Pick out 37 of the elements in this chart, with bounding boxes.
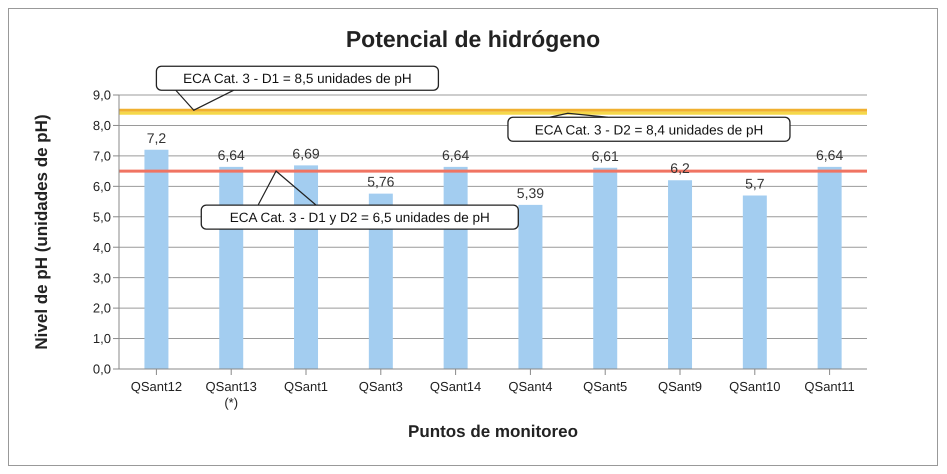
data-label: 6,64 [218,146,246,163]
ref-line-label: ECA Cat. 3 - D2 = 8,4 unidades de pH [534,122,764,138]
y-tick-label: 2,0 [92,300,111,316]
callout: ECA Cat. 3 - D2 = 8,4 unidades de pH [507,112,791,142]
x-tick-label: QSant3 [358,379,403,394]
data-label: 5,39 [516,184,544,201]
callout: ECA Cat. 3 - D1 = 8,5 unidades de pH [156,66,440,111]
y-tick-label: 8,0 [92,118,111,134]
data-label: 6,61 [592,148,620,164]
x-tick-label: QSant12 [130,379,182,394]
x-axis-title: Puntos de monitoreo [408,422,578,441]
chart-title: Potencial de hidrógeno [346,26,600,52]
y-tick-label: 1,0 [92,331,111,346]
y-tick-label: 3,0 [92,270,111,286]
data-label: 6,64 [816,146,844,163]
data-label: 5,76 [367,174,395,190]
x-tick-label: QSant5 [583,379,628,394]
y-tick-label: 5,0 [92,209,111,224]
data-label: 5,7 [745,175,765,192]
data-label: 7,2 [146,130,166,146]
x-tick-label: QSant4 [508,379,552,394]
y-tick-label: 6,0 [92,178,111,194]
y-tick-label: 7,0 [92,148,111,164]
ref-line-label: ECA Cat. 3 - D1 = 8,5 unidades de pH [183,71,412,86]
x-tick-label: QSant14 [430,379,482,394]
y-tick-label: 9,0 [92,88,111,103]
x-tick-label: QSant9 [658,379,702,394]
x-tick-label: QSant10 [729,379,780,394]
ref-line-label: ECA Cat. 3 - D1 y D2 = 6,5 unidades de pH [230,210,490,226]
x-tick-label: QSant1 [284,379,328,394]
x-tick-label: QSant11 [804,379,855,394]
y-axis-title: Nivel de pH (unidades de pH) [32,114,52,350]
y-tick-label: 0,0 [92,362,111,377]
data-label: 6,64 [442,146,470,163]
data-label: 6,69 [292,145,320,162]
y-tick-label: 4,0 [92,240,111,255]
x-tick-label: QSant13 (*) [206,379,257,410]
